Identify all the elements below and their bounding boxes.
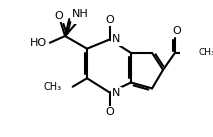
Text: CH₃: CH₃ bbox=[199, 48, 213, 57]
Text: HO: HO bbox=[29, 38, 47, 48]
Text: O: O bbox=[172, 26, 181, 36]
Text: N: N bbox=[112, 88, 121, 98]
Text: CH₃: CH₃ bbox=[43, 82, 62, 92]
Text: O: O bbox=[105, 107, 114, 117]
Text: NH: NH bbox=[75, 12, 92, 22]
Text: NH: NH bbox=[72, 9, 89, 19]
Text: O: O bbox=[54, 11, 63, 21]
Text: N: N bbox=[112, 34, 121, 44]
Text: O: O bbox=[105, 15, 114, 25]
